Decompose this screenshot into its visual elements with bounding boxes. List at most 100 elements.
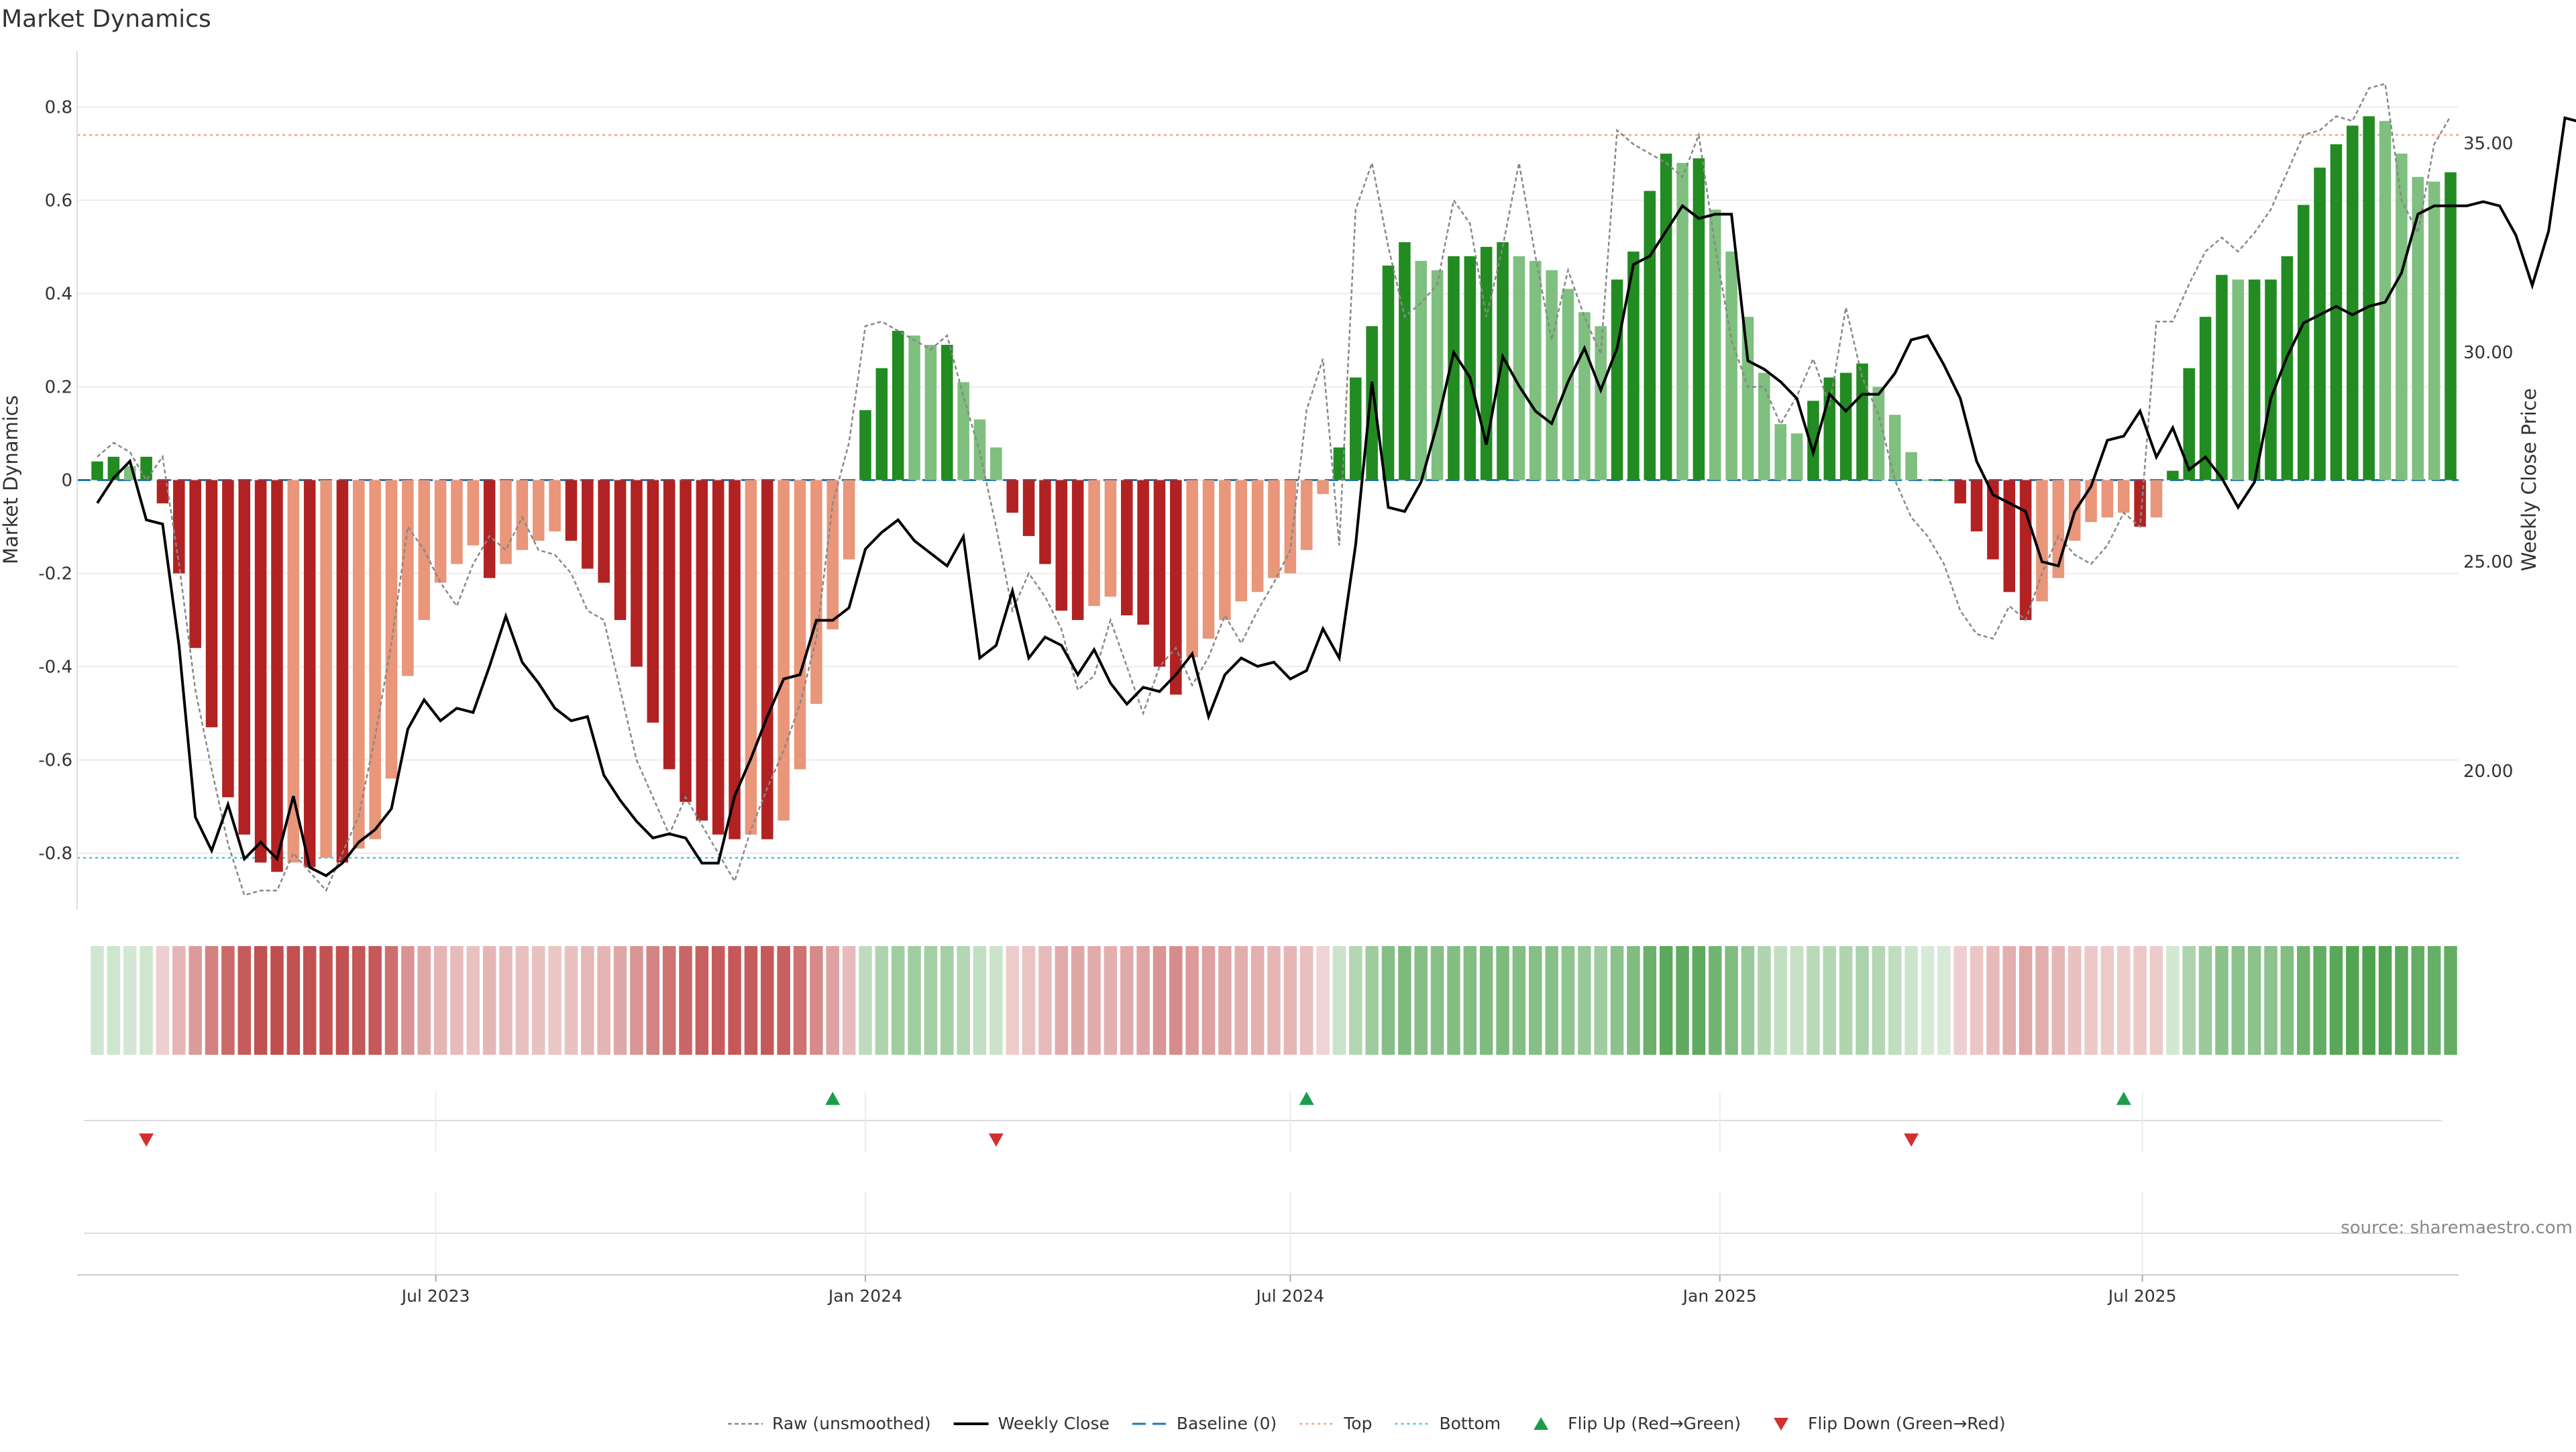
regime-strip-cell xyxy=(1250,946,1265,1055)
dynamics-bar xyxy=(843,480,855,560)
dynamics-bar xyxy=(1529,260,1542,480)
dynamics-bar xyxy=(777,480,790,821)
dynamics-bar xyxy=(287,480,300,863)
regime-strip-cell xyxy=(1807,946,1820,1055)
regime-strip-cell xyxy=(368,946,382,1055)
dynamics-bar xyxy=(549,480,561,531)
regime-strip-cell xyxy=(1430,946,1444,1055)
regime-strip-cell xyxy=(1398,946,1411,1055)
dynamics-bar xyxy=(1006,480,1018,513)
dynamics-bar xyxy=(2019,480,2032,621)
regime-strip-cell xyxy=(1692,946,1706,1055)
dynamics-bar xyxy=(2216,274,2228,480)
dynamics-bar xyxy=(1480,246,1493,480)
flip-down-marker xyxy=(1904,1133,1919,1147)
series-lines xyxy=(96,83,2576,896)
y2-tick-label: 25.00 xyxy=(2463,552,2513,572)
y-tick-label: 0.8 xyxy=(45,97,72,117)
dynamics-bar xyxy=(1807,401,1819,480)
chart-title: Market Dynamics xyxy=(1,5,211,33)
regime-strip-cell xyxy=(1529,946,1542,1055)
regime-strip-cell xyxy=(254,946,268,1055)
regime-strip-cell xyxy=(1104,946,1118,1055)
regime-strip-cell xyxy=(1152,946,1167,1055)
regime-strip-cell xyxy=(957,946,970,1055)
regime-strip-cell xyxy=(1888,946,1902,1055)
regime-strip-cell xyxy=(1725,946,1738,1055)
dynamics-bar xyxy=(990,447,1002,480)
legend-label: Raw (unsmoothed) xyxy=(772,1414,931,1433)
regime-strip-cell xyxy=(989,946,1003,1055)
y-tick-label: -0.2 xyxy=(38,564,72,584)
y2-tick-label: 35.00 xyxy=(2463,134,2513,154)
regime-strip-cell xyxy=(2280,946,2294,1055)
regime-strip-cell xyxy=(1872,946,1886,1055)
legend-label: Weekly Close xyxy=(998,1414,1110,1433)
dynamics-bar xyxy=(957,382,969,480)
dynamics-bar xyxy=(2118,480,2130,513)
regime-strip-cell xyxy=(744,946,758,1055)
x-tick-label: Jul 2024 xyxy=(1254,1286,1324,1306)
raw-series-line xyxy=(97,83,2452,896)
dynamics-bar xyxy=(156,480,169,504)
regime-strip-cell xyxy=(2231,946,2245,1055)
flip-up-marker xyxy=(2116,1092,2131,1105)
regime-strip-cell xyxy=(1299,946,1313,1055)
regime-strip-cell xyxy=(286,946,301,1055)
x-axis: Jul 2023 Jan 2024 Jul 2024 Jan 2025 Jul 2025 xyxy=(77,1274,2459,1306)
regime-strip-cell xyxy=(1659,946,1673,1055)
dynamics-bar xyxy=(2101,480,2114,518)
regime-strip-cell xyxy=(2019,946,2033,1055)
regime-strip-cell xyxy=(1447,946,1460,1055)
regime-strip-cell xyxy=(1283,946,1297,1055)
dynamics-bar xyxy=(1415,260,1428,480)
flip-down-marker xyxy=(988,1133,1004,1147)
regime-strip-cell xyxy=(859,946,872,1055)
dynamics-bar xyxy=(2265,279,2277,480)
x-tick-label: Jan 2025 xyxy=(1682,1286,1757,1306)
dynamics-bar xyxy=(1774,424,1786,480)
legend-label: Bottom xyxy=(1439,1414,1501,1433)
dynamics-bar xyxy=(598,480,610,583)
dynamics-bar xyxy=(1464,256,1477,480)
dynamics-bar xyxy=(1153,480,1166,667)
regime-strip-cell xyxy=(908,946,921,1055)
dynamics-bar xyxy=(1611,279,1623,480)
regime-strip-cell xyxy=(1643,946,1657,1055)
regime-strip-cell xyxy=(1610,946,1624,1055)
dynamics-bar xyxy=(696,480,708,821)
regime-strip-cell xyxy=(1970,946,1984,1055)
dynamics-bar xyxy=(1595,326,1607,480)
dynamics-bar xyxy=(2134,480,2146,527)
dynamics-bar xyxy=(1627,251,1640,480)
regime-strip-cell xyxy=(2068,946,2082,1055)
dynamics-bar xyxy=(271,480,283,872)
regime-strip-cell xyxy=(1774,946,1787,1055)
regime-strip-cell xyxy=(662,946,676,1055)
regime-strip-cell xyxy=(189,946,202,1055)
regime-strip-cell xyxy=(2427,946,2441,1055)
regime-strip-cell xyxy=(1185,946,1199,1055)
regime-strip-cell xyxy=(205,946,219,1055)
y-tick-label: -0.6 xyxy=(38,751,72,771)
dynamics-bar xyxy=(941,344,953,480)
regime-strip-cell xyxy=(1267,946,1281,1055)
dynamics-bar xyxy=(483,480,496,578)
regime-strip-cell xyxy=(2346,946,2359,1055)
dynamics-bar xyxy=(2183,368,2195,480)
dynamics-bar xyxy=(663,480,676,770)
dynamics-bar xyxy=(1202,480,1215,639)
dynamics-bar xyxy=(2396,153,2408,480)
axes-layer: 0.8 0.6 0.4 0.2 0 -0.2 -0.4 -0.6 -0.8 35.00 30.00 2… xyxy=(38,51,2513,909)
regime-strip-cell xyxy=(973,946,987,1055)
dynamics-bar xyxy=(1382,265,1395,480)
regime-strip-cell xyxy=(401,946,415,1055)
regime-strip-cell xyxy=(499,946,513,1055)
regime-strip-cell xyxy=(1937,946,1951,1055)
legend-swatch-flip-down xyxy=(1774,1418,1789,1431)
y-tick-label: -0.8 xyxy=(38,844,72,864)
regime-strip-cell xyxy=(515,946,529,1055)
regime-strip-cell xyxy=(532,946,545,1055)
dynamics-bar xyxy=(826,480,839,629)
